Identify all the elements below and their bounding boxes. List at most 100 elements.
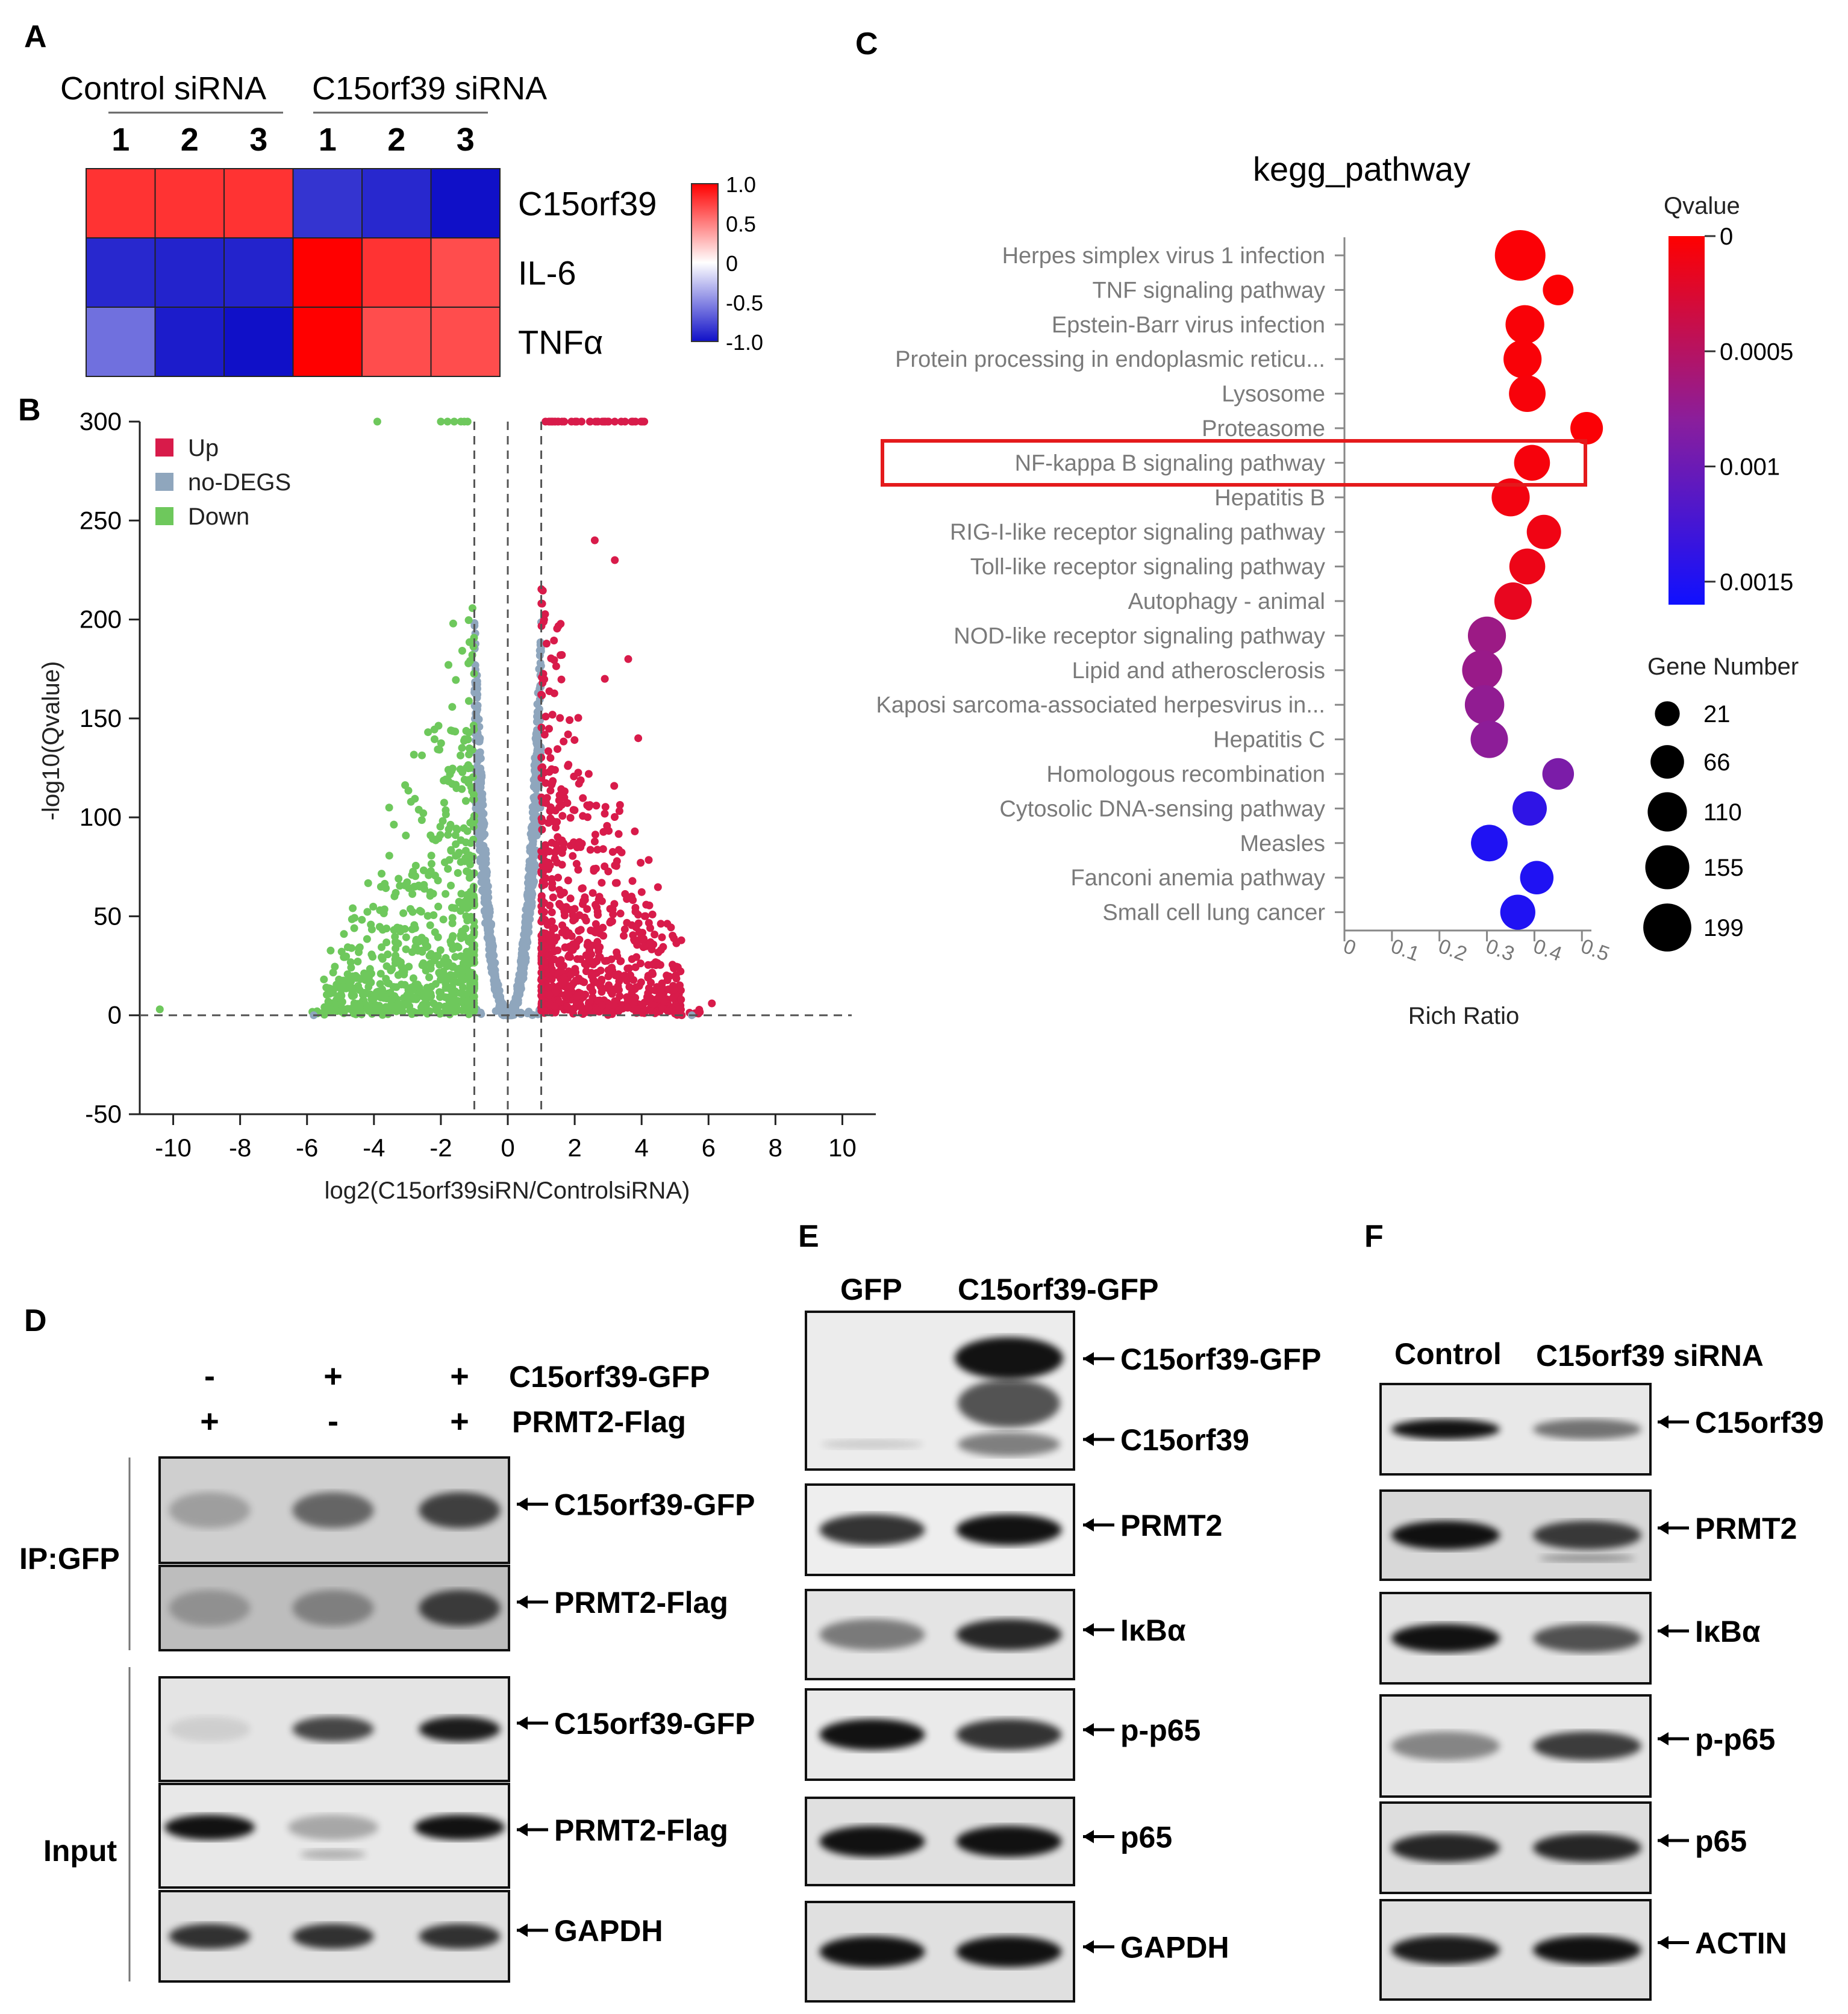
volcano-point [429,890,437,898]
pathway-label: NF-kappa B signaling pathway [1015,450,1325,476]
volcano-point [431,928,439,937]
volcano-point [473,781,482,790]
volcano-point [585,417,594,426]
volcano-point [631,908,640,916]
volcano-point [425,973,433,982]
volcano-point [637,859,645,867]
volcano-point [405,962,413,971]
volcano-point [587,926,595,935]
x-tick-label: -4 [363,1133,385,1162]
volcano-point [572,859,581,868]
volcano-point [367,970,375,977]
heatmap-cell [292,168,363,238]
volcano-point [348,984,357,992]
volcano-point [409,974,417,982]
blot-arrowhead [1083,1940,1094,1954]
volcano-point [598,1001,606,1009]
volcano-point [435,961,444,969]
volcano-point [466,860,474,868]
volcano-point [554,622,563,630]
volcano-point [538,599,546,608]
volcano-point [708,999,716,1008]
volcano-point [463,867,471,876]
volcano-point [582,967,590,976]
volcano-point [569,806,578,814]
volcano-point [495,992,503,1000]
volcano-point [617,957,625,965]
volcano-point [376,980,384,988]
gene-number-legend-label: 155 [1703,855,1744,881]
volcano-point [348,915,356,923]
volcano-threshold-lines [140,422,852,1114]
volcano-point [601,809,609,818]
volcano-point [612,862,620,870]
blot-arrowhead [1083,1623,1094,1636]
volcano-point [554,873,562,882]
volcano-point [464,974,473,983]
volcano-point [482,896,490,905]
volcano-point [601,957,609,965]
legend-label-nodeg: no-DEGS [188,469,291,496]
volcano-point [387,966,395,974]
blot-band [819,1514,925,1545]
column-label-c15orf39-sirna: C15orf39 siRNA [1536,1339,1764,1373]
volcano-point [558,980,567,988]
volcano-point [370,991,379,1000]
volcano-point [417,816,426,825]
panel-e-blots: C15orf39-GFP C15orf39 PRMT2 IκBα p-p65 p65 GAP… [805,1311,1321,2003]
volcano-point [543,794,551,802]
volcano-point [676,981,684,990]
blot-band [1391,1419,1500,1439]
volcano-point [549,893,557,902]
volcano-point [545,687,554,696]
volcano-point [469,991,478,1000]
volcano-point [632,1005,641,1013]
volcano-point [566,716,574,725]
volcano-point [592,1006,601,1014]
blot-band [1533,1419,1641,1439]
pathway-label: RIG-I-like receptor signaling pathway [950,520,1325,545]
y-tick-label: 150 [80,704,122,732]
volcano-point [657,920,665,928]
volcano-point [430,725,439,734]
volcano-point [382,938,391,947]
kegg-dot [1509,375,1546,413]
volcano-point [669,961,676,969]
volcano-point [596,966,605,974]
volcano-point [608,848,617,856]
volcano-point [601,803,610,811]
blot-arrowhead [1083,1352,1094,1365]
heatmap-column-label: 3 [249,122,267,158]
volcano-point [625,983,634,991]
panel-d: D - + ++ - + C15orf39-GFP PRMT2-Flag IP:GFP … [19,1303,755,1983]
volcano-point [596,929,604,938]
volcano-point [567,945,575,953]
pathway-label: Toll-like receptor signaling pathway [970,555,1325,580]
blot-band [819,1719,925,1750]
volcano-point [448,703,457,711]
volcano-point [610,782,619,790]
volcano-point [492,1007,500,1015]
column-label-gfp: GFP [840,1273,902,1306]
volcano-point [587,971,596,980]
volcano-point [427,859,435,868]
heatmap-cell [361,307,432,377]
volcano-point [605,1002,613,1010]
treatment-sign: - [328,1403,339,1439]
volcano-point [419,866,428,874]
volcano-point [646,924,654,932]
volcano-point [423,985,431,994]
volcano-point [528,851,537,859]
kegg-x-ticks: 0 0.1 0.2 0.3 0.4 0.5 [1340,931,1612,966]
volcano-point [552,988,560,996]
volcano-point [470,634,478,642]
volcano-point [592,802,601,810]
volcano-point [615,807,623,815]
volcano-point [329,968,337,977]
volcano-point [429,835,437,843]
volcano-point [403,878,411,887]
volcano-point [546,902,554,909]
volcano-point [540,731,549,739]
kegg-dot [1526,514,1561,549]
